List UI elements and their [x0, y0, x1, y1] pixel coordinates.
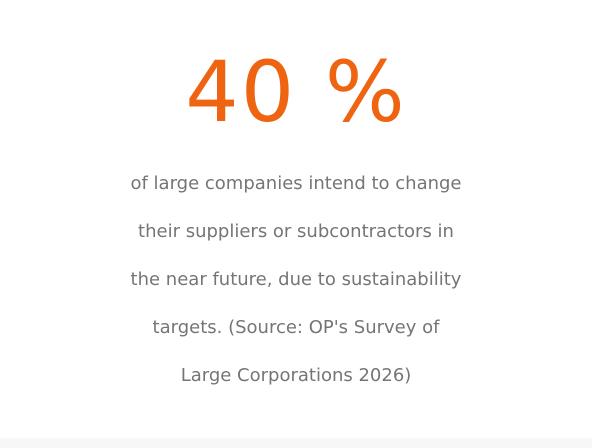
description-line: of large companies intend to change — [130, 173, 462, 194]
description-line: Large Corporations 2026) — [180, 365, 412, 386]
description-line: their suppliers or subcontractors in — [138, 221, 454, 242]
stat-value: 40 % — [185, 43, 407, 141]
bottom-divider — [0, 438, 592, 448]
stat-description: of large companies intend to change thei… — [0, 160, 592, 400]
description-line: targets. (Source: OP's Survey of — [152, 317, 440, 338]
description-line: the near future, due to sustainability — [130, 269, 462, 290]
